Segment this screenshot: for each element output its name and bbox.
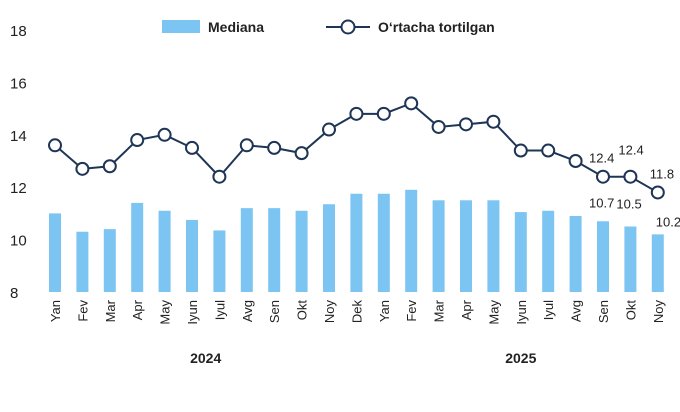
x-tick-label: Yan <box>377 300 392 322</box>
x-tick-label: May <box>486 300 501 325</box>
bar-iyul-18 <box>542 210 555 292</box>
x-tick-label: Iyul <box>212 300 227 320</box>
x-tick-label: Okt <box>295 300 310 321</box>
y-tick-label: 12 <box>10 180 27 197</box>
legend: Mediana O‘rtacha tortilgan <box>162 19 495 35</box>
bar-data-label: 10.2 <box>656 214 680 229</box>
line-point <box>486 114 501 129</box>
x-tick-label: Fev <box>75 300 90 322</box>
bar-okt-9 <box>295 210 308 292</box>
x-tick-label: Fev <box>404 300 419 322</box>
legend-swatch-mediana <box>162 20 200 33</box>
line-point <box>349 106 364 121</box>
bar-dek-11 <box>350 193 363 292</box>
x-tick-label: Yan <box>48 300 63 322</box>
x-tick-label: Avg <box>240 300 255 322</box>
line-point <box>650 185 665 200</box>
bar-data-label: 10.7 <box>589 195 614 210</box>
line-point <box>596 169 610 184</box>
line-data-label: 12.4 <box>618 143 643 158</box>
x-tick-label: Apr <box>459 299 474 320</box>
bar-iyun-5 <box>186 219 198 292</box>
x-axis: Yan Fev Mar Apr May Iyun Iyul Avg Sen Okt Noy Dek Ya… <box>48 299 666 366</box>
y-tick-label: 18 <box>10 23 27 40</box>
bar-may-16 <box>487 200 500 292</box>
x-tick-label: Iyun <box>514 300 529 325</box>
bar-avg-7 <box>240 208 253 292</box>
data-labels: 12.4 12.4 11.8 10.7 10.5 10.2 <box>589 143 680 230</box>
bar-apr-3 <box>131 202 144 292</box>
bar-avg-19 <box>569 216 582 292</box>
bar-iyun-17 <box>514 212 527 292</box>
bar-apr-15 <box>460 200 472 292</box>
bar-data-label: 10.5 <box>616 197 641 212</box>
bar-may-4 <box>158 210 171 292</box>
year-label: 2025 <box>505 350 536 366</box>
line-point <box>130 133 145 148</box>
bar-noy-22 <box>651 234 664 292</box>
x-tick-label: Avg <box>569 300 584 322</box>
legend-marker <box>340 19 356 35</box>
bar-mar-14 <box>432 200 445 292</box>
line-point <box>568 154 583 168</box>
line-point <box>75 161 90 176</box>
line-point <box>239 138 254 153</box>
legend-label-ortacha: O‘rtacha tortilgan <box>378 19 495 35</box>
line-point <box>376 106 391 121</box>
line-point <box>48 138 62 153</box>
line-series <box>48 96 665 200</box>
x-tick-label: Iyun <box>185 300 200 325</box>
line-point <box>513 143 528 158</box>
bar-fev-1 <box>76 231 89 292</box>
bar-mar-2 <box>103 229 116 292</box>
y-tick-label: 16 <box>10 75 27 92</box>
x-tick-label: Sen <box>596 300 611 323</box>
x-tick-label: Noy <box>322 300 337 324</box>
line-point <box>212 169 227 184</box>
bar-sen-20 <box>597 221 609 292</box>
x-tick-label: Iyul <box>541 300 556 320</box>
year-label: 2024 <box>190 350 221 366</box>
x-tick-label: Mar <box>432 299 447 322</box>
y-tick-label: 10 <box>10 233 27 250</box>
line-point <box>267 140 282 155</box>
line-point <box>185 140 199 155</box>
x-tick-label: Mar <box>103 299 118 322</box>
x-tick-label: Noy <box>651 300 666 324</box>
bar-iyul-6 <box>213 230 226 292</box>
y-axis: 8 10 12 14 16 18 <box>10 23 27 302</box>
line-data-label: 11.8 <box>650 166 674 181</box>
y-tick-label: 8 <box>10 285 18 302</box>
line-point <box>157 127 172 142</box>
x-tick-label: Apr <box>130 299 145 320</box>
line-data-label: 12.4 <box>589 151 614 166</box>
bar-fev-13 <box>405 189 418 292</box>
line-point <box>102 159 117 174</box>
line-point <box>623 169 638 184</box>
line-point <box>322 122 336 137</box>
line-point <box>541 143 556 158</box>
line-point <box>459 117 473 132</box>
x-tick-label: Okt <box>623 300 638 321</box>
legend-label-mediana: Mediana <box>208 19 264 35</box>
bars <box>49 189 664 292</box>
bar-yan-12 <box>377 193 390 292</box>
x-tick-label: Sen <box>267 300 282 323</box>
bar-sen-8 <box>268 208 281 292</box>
x-tick-label: May <box>158 300 173 325</box>
y-tick-label: 14 <box>10 128 27 145</box>
bar-yan-0 <box>49 213 61 292</box>
bar-okt-21 <box>624 226 637 292</box>
line-point <box>431 119 446 134</box>
line-point <box>294 146 309 161</box>
line-point <box>404 96 419 111</box>
bar-noy-10 <box>323 204 335 292</box>
x-tick-label: Dek <box>349 300 364 324</box>
